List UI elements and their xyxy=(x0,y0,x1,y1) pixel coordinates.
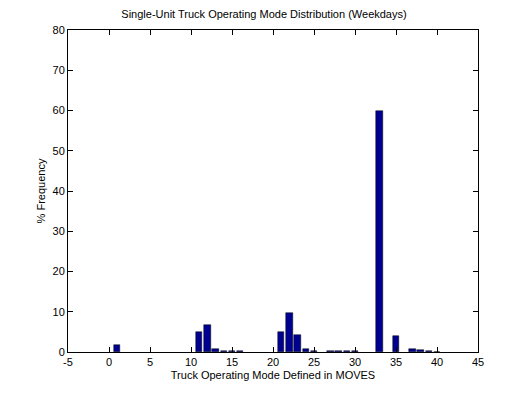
svg-text:Single-Unit Truck Operating Mo: Single-Unit Truck Operating Mode Distrib… xyxy=(121,8,406,20)
svg-text:70: 70 xyxy=(53,64,65,76)
svg-text:25: 25 xyxy=(308,356,320,368)
svg-text:50: 50 xyxy=(53,145,65,157)
svg-text:10: 10 xyxy=(185,356,197,368)
svg-text:30: 30 xyxy=(349,356,361,368)
svg-text:35: 35 xyxy=(390,356,402,368)
svg-text:15: 15 xyxy=(226,356,238,368)
svg-text:0: 0 xyxy=(106,356,112,368)
svg-text:10: 10 xyxy=(53,306,65,318)
svg-text:40: 40 xyxy=(431,356,443,368)
svg-text:20: 20 xyxy=(267,356,279,368)
svg-text:% Frequency: % Frequency xyxy=(35,158,47,223)
svg-text:30: 30 xyxy=(53,225,65,237)
svg-text:-5: -5 xyxy=(63,356,73,368)
svg-text:0: 0 xyxy=(59,346,65,358)
svg-text:Truck Operating Mode Defined i: Truck Operating Mode Defined in MOVES xyxy=(171,369,375,381)
svg-text:60: 60 xyxy=(53,104,65,116)
svg-text:80: 80 xyxy=(53,24,65,36)
svg-text:5: 5 xyxy=(147,356,153,368)
svg-text:45: 45 xyxy=(472,356,484,368)
svg-text:20: 20 xyxy=(53,265,65,277)
svg-text:40: 40 xyxy=(53,185,65,197)
